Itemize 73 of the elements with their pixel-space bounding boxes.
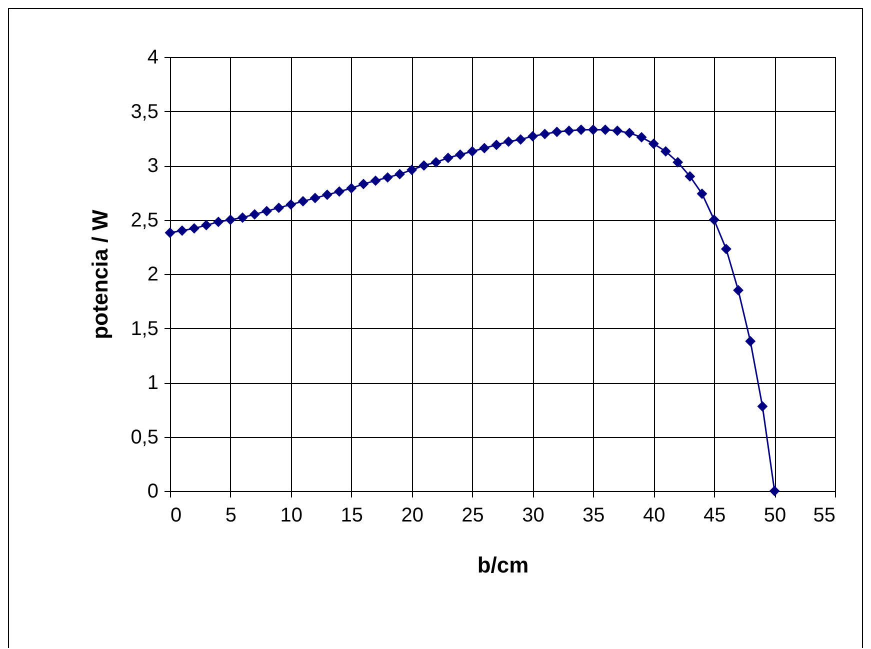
x-tick-label: 55	[813, 504, 836, 526]
point	[346, 183, 357, 194]
y-tick-label: 2	[147, 264, 158, 286]
point	[249, 209, 260, 220]
x-tick-label: 50	[764, 504, 786, 526]
y-tick-label: 0	[147, 480, 158, 502]
point	[503, 136, 514, 147]
point	[406, 164, 418, 176]
point	[733, 285, 744, 296]
y-tick-label: 3	[147, 155, 158, 177]
point	[430, 157, 442, 168]
point	[527, 130, 538, 142]
point	[370, 175, 381, 186]
point	[334, 186, 345, 197]
point	[624, 128, 635, 138]
point	[660, 146, 671, 157]
point	[708, 214, 720, 225]
x-tick-label: 45	[703, 504, 726, 526]
point	[515, 134, 526, 145]
point	[467, 146, 478, 157]
y-axis-title: potencia / W	[88, 209, 113, 340]
y-tick-label: 3,5	[130, 100, 158, 123]
y-tick-label: 1,5	[130, 318, 158, 340]
point	[745, 336, 756, 347]
point	[286, 199, 296, 210]
x-tick-label: 30	[522, 504, 544, 526]
point	[418, 160, 430, 171]
point	[491, 140, 502, 150]
point	[588, 124, 598, 135]
y-tick-label: 2,5	[130, 209, 158, 232]
point	[757, 401, 768, 412]
point	[176, 225, 188, 236]
point	[576, 124, 586, 135]
x-tick-label: 15	[340, 504, 363, 526]
point	[201, 220, 212, 230]
point	[225, 214, 236, 225]
point	[261, 206, 272, 216]
point	[684, 171, 696, 182]
point	[164, 228, 176, 238]
y-tick-label: 0,5	[130, 426, 158, 448]
x-tick-label: 5	[225, 504, 237, 526]
point	[394, 168, 405, 180]
x-tick-label: 0	[170, 504, 182, 526]
point	[612, 126, 623, 136]
x-tick-label: 25	[462, 504, 484, 526]
y-tick-label: 1	[147, 372, 158, 394]
x-tick-label: 10	[280, 504, 303, 526]
point	[648, 138, 659, 150]
point	[636, 132, 647, 143]
x-tick-label: 35	[582, 504, 605, 526]
y-tick-label: 4	[147, 46, 158, 68]
x-tick-label: 20	[401, 504, 424, 526]
point	[274, 202, 284, 214]
point	[479, 142, 490, 154]
point	[564, 126, 574, 136]
point	[322, 190, 332, 200]
point	[188, 223, 200, 234]
point	[442, 152, 454, 164]
point	[454, 149, 466, 160]
point	[600, 124, 611, 135]
point	[696, 188, 708, 199]
point	[298, 196, 308, 207]
point	[237, 212, 248, 223]
x-axis-title: b/cm	[477, 552, 529, 578]
point	[672, 157, 684, 168]
point	[382, 172, 393, 183]
point	[720, 244, 732, 254]
point	[552, 126, 562, 138]
point	[540, 128, 550, 140]
point	[310, 192, 320, 204]
point	[358, 178, 369, 190]
point	[213, 216, 224, 228]
x-tick-label: 40	[643, 504, 666, 526]
